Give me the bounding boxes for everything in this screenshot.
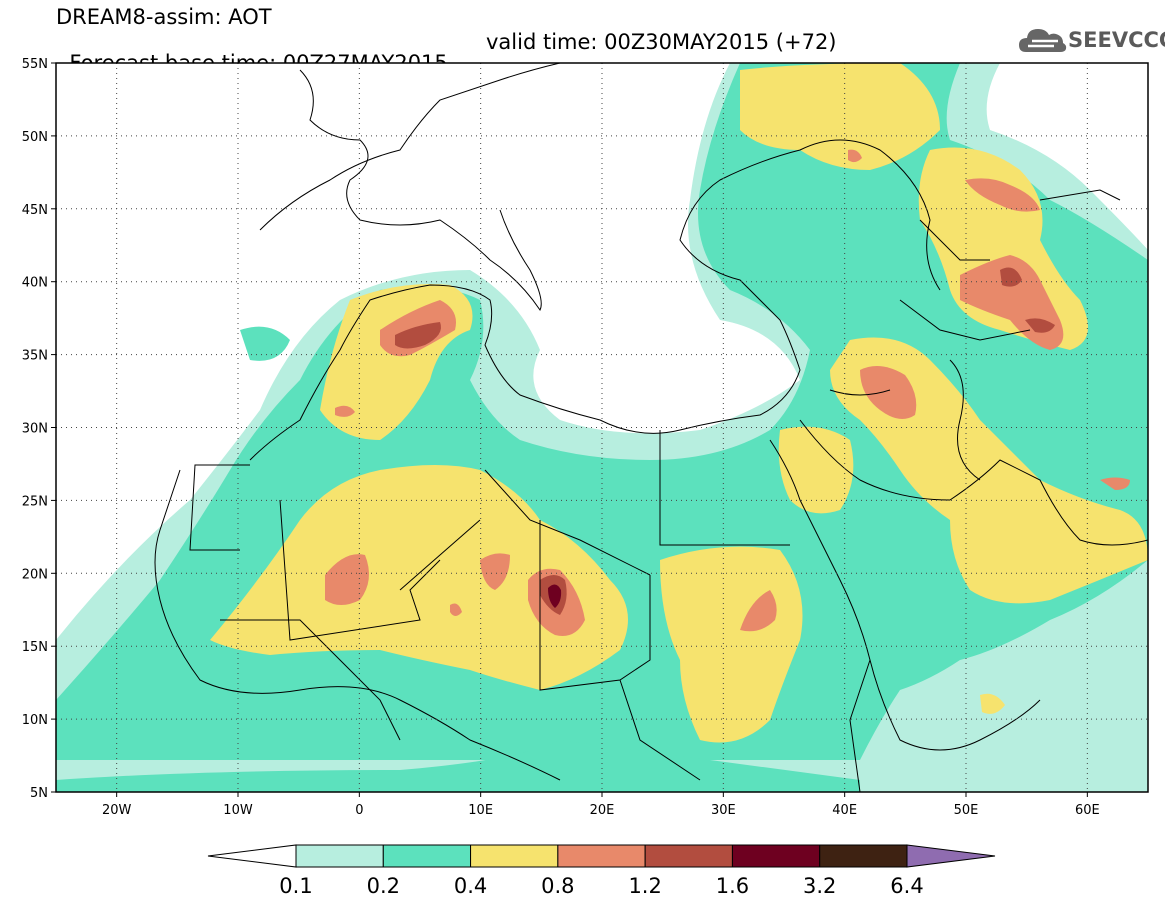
longitude-axis: 20W 10W 0 10E 20E 30E 40E 50E 60E (102, 792, 1100, 818)
lon-tick-label: 60E (1075, 803, 1100, 818)
colorbar-box (295, 844, 384, 868)
latitude-axis: 55N 50N 45N 40N 35N 30N 25N 20N 15N 10N 5N (22, 57, 56, 801)
colorbar-box (557, 844, 646, 868)
colorbar-box (644, 844, 733, 868)
colorbar-min-arrow (207, 844, 297, 868)
lat-tick-label: 50N (22, 130, 48, 145)
colorbar-box (819, 844, 908, 868)
lat-tick-label: 5N (30, 786, 48, 801)
lat-tick-label: 15N (22, 640, 48, 655)
colorbar-label: 1.2 (628, 874, 661, 898)
lon-tick-label: 50E (954, 803, 979, 818)
colorbar-label: 1.6 (716, 874, 749, 898)
colorbar-box (382, 844, 472, 868)
colorbar-legend: 0.1 0.2 0.4 0.8 1.2 1.6 3.2 6.4 (207, 844, 996, 898)
aot-contour-fields (56, 63, 1148, 792)
aot-band-1.6 (548, 584, 562, 608)
seevccc-logo: SEEVCCC (1018, 24, 1165, 56)
colorbar-label: 0.8 (541, 874, 574, 898)
lon-tick-label: 40E (832, 803, 857, 818)
lon-tick-label: 10W (223, 803, 253, 818)
colorbar-label: 0.4 (454, 874, 487, 898)
colorbar-max-arrow (906, 844, 996, 868)
cloud-icon (1019, 29, 1067, 52)
coastlines-borders (154, 63, 1148, 792)
lat-tick-label: 25N (22, 494, 48, 509)
lon-tick-label: 20E (590, 803, 615, 818)
lat-tick-label: 35N (22, 349, 48, 364)
lat-tick-label: 45N (22, 203, 48, 218)
lon-tick-label: 20W (102, 803, 132, 818)
colorbar-label: 6.4 (890, 874, 923, 898)
lon-tick-label: 0 (355, 803, 363, 818)
colorbar-box (470, 844, 559, 868)
logo-text: SEEVCCC (1068, 28, 1165, 52)
chart-title: DREAM8-assim: AOT (56, 5, 272, 29)
colorbar-label: 3.2 (803, 874, 836, 898)
lon-tick-label: 30E (711, 803, 736, 818)
lat-tick-label: 40N (22, 276, 48, 291)
lat-tick-label: 30N (22, 422, 48, 437)
colorbar-label: 0.2 (367, 874, 400, 898)
valid-time-text: valid time: 00Z30MAY2015 (+72) (486, 30, 837, 54)
lon-tick-label: 10E (468, 803, 493, 818)
colorbar-label: 0.1 (279, 874, 312, 898)
lat-tick-label: 55N (22, 57, 48, 72)
map-grid (56, 63, 1148, 792)
lat-tick-label: 20N (22, 567, 48, 582)
lat-tick-label: 10N (22, 713, 48, 728)
colorbar-box (731, 844, 821, 868)
